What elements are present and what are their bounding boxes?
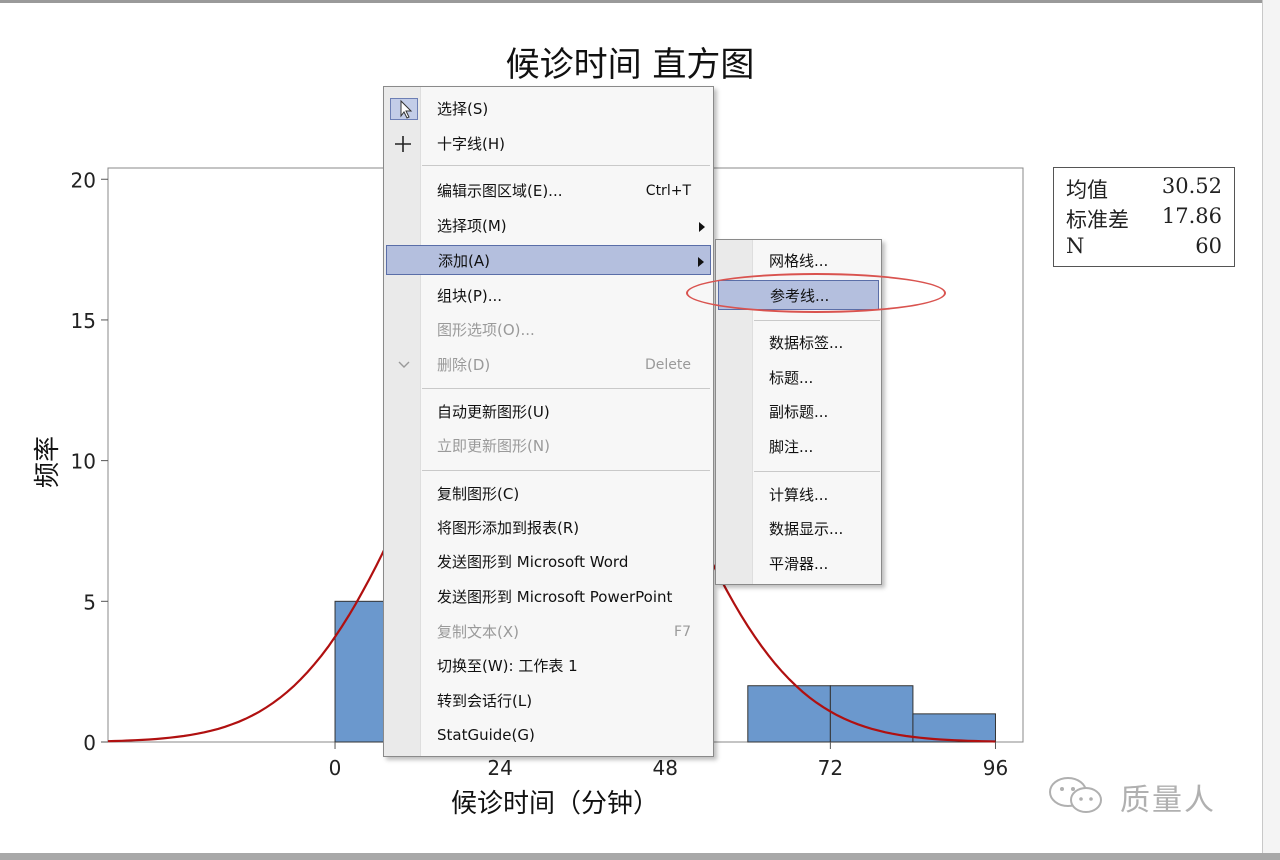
x-axis-label: 候诊时间（分钟） — [451, 789, 659, 819]
stats-row-n: N 60 — [1066, 234, 1222, 264]
mean-label: 均值 — [1066, 178, 1108, 202]
menu-separator — [422, 388, 710, 389]
highlight-ellipse — [686, 273, 946, 313]
submenu-item-footnote[interactable]: 脚注... — [769, 438, 814, 456]
menu-item-copy-text[interactable]: 复制文本(X) F7 — [437, 623, 691, 641]
menu-item-send-to-word[interactable]: 发送图形到 Microsoft Word — [437, 553, 629, 571]
pointer-icon — [390, 98, 418, 120]
x-tick-label: 48 — [653, 756, 678, 780]
y-tick-label: 20 — [71, 168, 96, 192]
x-tick-label: 96 — [983, 756, 1008, 780]
sd-value: 17.86 — [1161, 204, 1222, 228]
wechat-icon — [1049, 777, 1102, 813]
menu-item-select[interactable]: 选择(S) — [386, 94, 711, 124]
submenu-item-smoother[interactable]: 平滑器... — [769, 555, 829, 573]
y-tick-label: 5 — [83, 590, 96, 614]
menu-item-options[interactable]: 选择项(M) — [386, 211, 711, 241]
menu-item-crosshair[interactable]: 十字线(H) — [386, 129, 711, 159]
window-right-border — [1262, 0, 1280, 860]
n-label: N — [1066, 234, 1085, 258]
menu-icon-gutter — [384, 87, 421, 756]
x-tick-label: 72 — [818, 756, 843, 780]
watermark-text: 质量人 — [1120, 783, 1216, 818]
menu-item-graph-options[interactable]: 图形选项(O)... — [437, 321, 535, 339]
menu-separator — [754, 471, 880, 472]
menu-item-edit-region[interactable]: 编辑示图区域(E)... Ctrl+T — [437, 182, 691, 200]
window-top-border — [0, 0, 1280, 3]
histogram-bar — [829, 685, 914, 743]
menu-separator — [754, 320, 880, 321]
y-tick-label: 15 — [71, 309, 96, 333]
stats-legend: 均值 30.52 标准差 17.86 N 60 — [1053, 167, 1235, 267]
submenu-arrow-icon — [698, 257, 704, 267]
submenu-item-data-display[interactable]: 数据显示... — [769, 520, 844, 538]
menu-item-update-now[interactable]: 立即更新图形(N) — [437, 437, 550, 455]
menu-item-delete[interactable]: 删除(D) Delete — [386, 350, 711, 380]
sd-label: 标准差 — [1066, 208, 1129, 232]
menu-item-switch-to[interactable]: 切换至(W): 工作表 1 — [437, 657, 578, 675]
y-tick-label: 10 — [71, 450, 96, 474]
mean-value: 30.52 — [1161, 174, 1222, 198]
submenu-item-subtitle[interactable]: 副标题... — [769, 403, 829, 421]
submenu-item-data-labels[interactable]: 数据标签... — [769, 334, 844, 352]
n-value: 60 — [1195, 234, 1222, 258]
menu-separator — [422, 470, 710, 471]
submenu-item-title[interactable]: 标题... — [769, 369, 814, 387]
chart-axes: 0 24 48 72 96 0 5 10 15 20 — [71, 168, 1009, 780]
menu-item-send-to-powerpoint[interactable]: 发送图形到 Microsoft PowerPoint — [437, 588, 673, 606]
y-tick-label: 0 — [83, 731, 96, 755]
menu-item-statguide[interactable]: StatGuide(G) — [437, 726, 535, 744]
stats-row-sd: 标准差 17.86 — [1066, 204, 1222, 234]
menu-item-copy-graph[interactable]: 复制图形(C) — [437, 485, 520, 503]
window-bottom-border — [0, 853, 1280, 860]
y-axis-label: 频率 — [33, 436, 63, 488]
menu-item-auto-update[interactable]: 自动更新图形(U) — [437, 403, 550, 421]
histogram-bar — [747, 685, 831, 743]
submenu-item-calculated-line[interactable]: 计算线... — [769, 486, 829, 504]
stats-row-mean: 均值 30.52 — [1066, 174, 1222, 204]
crosshair-icon — [390, 133, 418, 155]
menu-item-go-to-session[interactable]: 转到会话行(L) — [437, 692, 533, 710]
menu-separator — [422, 165, 710, 166]
menu-item-add[interactable]: 添加(A) — [386, 245, 711, 275]
graph-context-menu: 选择(S) 十字线(H) 编辑示图区域(E)... Ctrl+T 选择项(M) … — [383, 86, 714, 757]
menu-item-add-to-report[interactable]: 将图形添加到报表(R) — [437, 519, 580, 537]
menu-item-panel[interactable]: 组块(P)... — [437, 287, 503, 305]
x-tick-label: 0 — [329, 756, 342, 780]
submenu-item-gridlines[interactable]: 网格线... — [769, 252, 829, 270]
submenu-arrow-icon — [699, 222, 705, 232]
watermark: 质量人 — [1042, 772, 1252, 818]
chart-title: 候诊时间 直方图 — [506, 45, 755, 85]
delete-icon — [390, 354, 418, 376]
x-tick-label: 24 — [487, 756, 512, 780]
